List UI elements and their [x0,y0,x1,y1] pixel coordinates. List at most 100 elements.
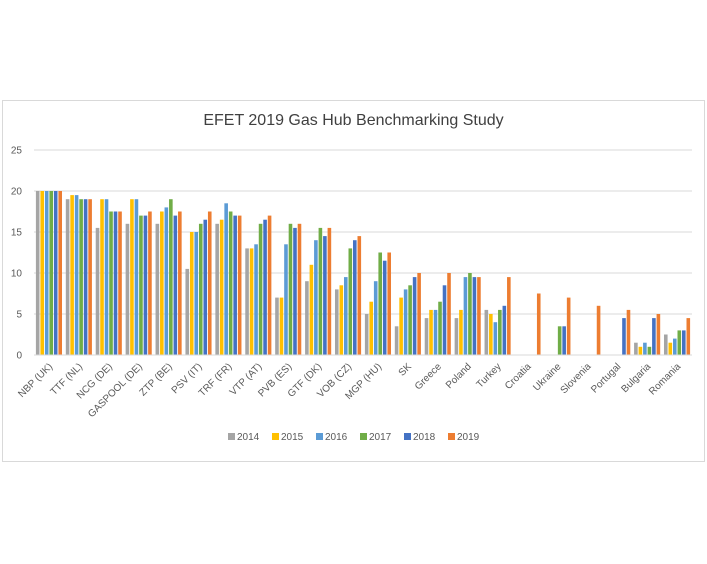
bar [139,215,143,355]
bar [40,191,45,355]
bar [472,277,477,355]
legend-label: 2014 [237,432,260,443]
bar [498,309,502,355]
bar [626,309,631,355]
bar [424,318,429,355]
bar [463,277,468,355]
bar [275,297,279,355]
legend-swatch [228,433,235,440]
bar [185,268,190,355]
category-label: Croatia [503,361,534,392]
bar [293,227,297,355]
bar [417,273,421,355]
legend-label: 2018 [413,432,436,443]
bar [104,199,109,355]
category-label: SK [397,361,414,378]
bar [109,211,113,355]
bar [148,211,152,355]
bar [309,264,314,355]
legend-label: 2017 [369,432,392,443]
bar [433,309,438,355]
bar [489,314,493,355]
bar [369,301,374,355]
bar [318,227,323,355]
bar [74,195,79,355]
bar [219,219,224,355]
bar [408,285,412,355]
bar [65,199,70,355]
bar [305,281,309,355]
bar [198,223,203,355]
bar [536,293,541,355]
bar [155,223,160,355]
bar [672,338,677,355]
bar [245,248,249,355]
bar [189,232,194,355]
legend-label: 2015 [281,432,304,443]
bar [459,309,463,355]
legend: 2014 2015 2016 2017 2018 2019 [228,432,480,443]
bar [502,305,507,355]
bar [263,219,267,355]
bar [79,199,83,355]
category-label: NBP (UK) [16,361,55,400]
bar [100,199,104,355]
bar [493,322,498,355]
bar [83,199,88,355]
bar [279,297,284,355]
bar [254,244,258,355]
legend-swatch [448,433,455,440]
bar [343,277,348,355]
y-tick-label: 10 [11,269,23,280]
bar [125,223,130,355]
category-label: Poland [444,361,474,391]
bar [566,297,571,355]
bar [677,330,682,355]
bar [173,215,178,355]
category-label: Greece [413,361,444,392]
y-tick-label: 15 [11,228,23,239]
bar [681,330,686,355]
bar [233,215,237,355]
bar [297,223,302,355]
bar [88,199,92,355]
bar [484,309,489,355]
y-axis-ticks: 0 5 10 15 20 25 [11,146,23,362]
bar [382,260,387,355]
y-tick-label: 20 [11,187,23,198]
bar [118,211,122,355]
category-label: GASPOOL (DE) [86,361,145,420]
bar [49,191,54,355]
bar [663,334,668,355]
bar [258,223,263,355]
bars [35,191,691,355]
bar [58,191,63,355]
category-label: TRF (FR) [197,361,235,399]
bar [203,219,208,355]
bar [44,191,49,355]
legend-swatch [272,433,279,440]
category-label: Portugal [589,361,623,395]
bar [357,236,362,355]
bar [378,252,383,355]
bar [468,273,472,355]
bar [339,285,344,355]
category-label: Slovenia [559,361,594,396]
bar [288,223,293,355]
bar [169,199,173,355]
bar [622,318,626,355]
bar [447,273,451,355]
bar [562,326,566,355]
bar [130,199,134,355]
legend-swatch [360,433,367,440]
bar [95,227,100,355]
bar [412,277,417,355]
bar [394,326,399,355]
bar [113,211,118,355]
bar [438,301,442,355]
bar [194,232,199,355]
bar [638,346,643,355]
bar [454,318,459,355]
bar [134,199,139,355]
legend-label: 2016 [325,432,348,443]
